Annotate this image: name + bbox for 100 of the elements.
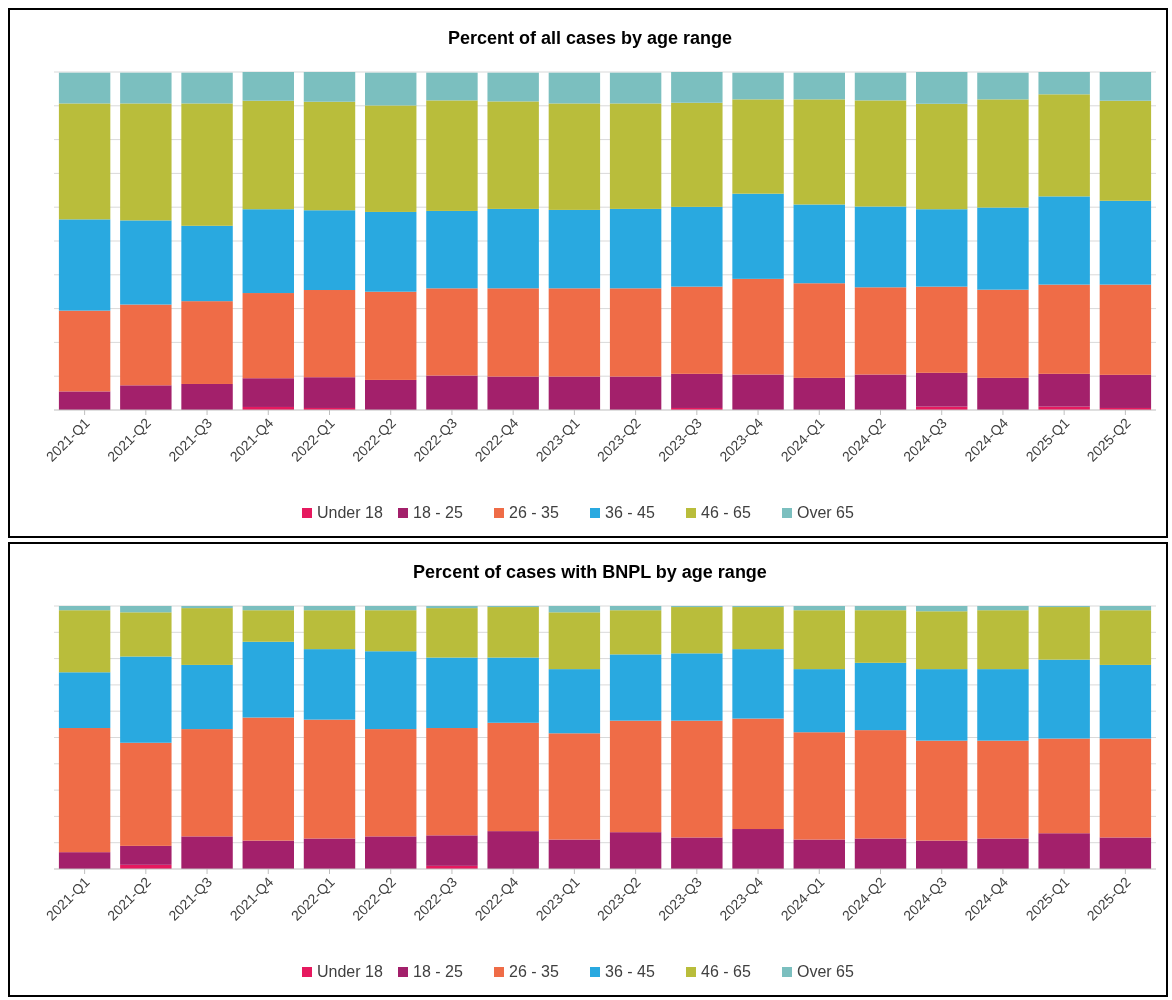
bar: [854, 838, 907, 869]
bar: [793, 377, 845, 410]
bar: [242, 717, 294, 841]
bar: [793, 99, 845, 205]
bar: [671, 102, 723, 207]
bar: [548, 376, 601, 410]
bar: [365, 606, 417, 611]
legend-label: Over 65: [797, 963, 855, 980]
bar: [916, 611, 968, 670]
bar: [242, 72, 294, 101]
bar: [365, 379, 417, 410]
bar: [303, 290, 356, 378]
bar: [548, 733, 601, 840]
bar: [548, 606, 601, 613]
bar: [609, 288, 662, 377]
bar: [793, 606, 845, 611]
bar: [58, 610, 111, 673]
chart-title: Percent of cases with BNPL by age range: [413, 562, 767, 582]
legend-label: 26 - 35: [509, 963, 559, 980]
bar: [365, 651, 417, 730]
bar: [303, 72, 356, 102]
bar: [242, 840, 294, 869]
bar: [609, 376, 662, 410]
bar: [916, 72, 968, 104]
bar: [58, 219, 111, 311]
bar: [242, 209, 294, 294]
bar: [365, 291, 417, 380]
bar: [303, 101, 356, 211]
bar: [303, 610, 356, 650]
bar: [609, 654, 662, 721]
bar: [487, 607, 539, 658]
bar: [732, 278, 784, 375]
bar: [1099, 610, 1152, 665]
bar: [426, 608, 478, 658]
bar: [977, 289, 1029, 378]
bar: [1099, 374, 1152, 408]
bar: [58, 852, 111, 869]
bar: [181, 606, 233, 609]
bar: [1038, 659, 1090, 739]
bar: [487, 376, 539, 410]
bar: [1099, 664, 1152, 739]
bar: [916, 372, 968, 407]
bar: [58, 72, 111, 104]
bar: [426, 728, 478, 836]
bar: [854, 72, 907, 101]
bar: [426, 288, 478, 376]
bar: [977, 610, 1029, 670]
bar: [548, 669, 601, 734]
bar: [1038, 196, 1090, 285]
bar: [1038, 738, 1090, 834]
bar: [671, 720, 723, 838]
bar: [793, 732, 845, 840]
bar: [242, 100, 294, 210]
bar: [609, 208, 662, 289]
bar: [732, 829, 784, 869]
bar: [977, 99, 1029, 208]
legend-label: 18 - 25: [413, 963, 463, 980]
bar: [181, 72, 233, 104]
legend-label: 36 - 45: [605, 504, 655, 521]
bar: [854, 206, 907, 288]
bar: [548, 612, 601, 670]
bar: [365, 610, 417, 652]
bar: [303, 210, 356, 291]
bar: [365, 211, 417, 292]
bar: [793, 283, 845, 378]
bar: [1038, 284, 1090, 374]
legend-label: Under 18: [317, 963, 383, 980]
bar: [548, 72, 601, 104]
bar: [487, 831, 539, 869]
chart-title: Percent of all cases by age range: [447, 28, 733, 48]
bar: [548, 103, 601, 210]
legend-label: 18 - 25: [413, 504, 463, 521]
bar: [242, 293, 294, 379]
bar: [671, 72, 723, 103]
bar: [916, 209, 968, 287]
bar: [793, 839, 845, 869]
bar: [609, 72, 662, 104]
bar: [671, 653, 723, 721]
bar: [58, 103, 111, 220]
bar: [1038, 607, 1090, 660]
legend-label: Over 65: [797, 504, 855, 521]
bar: [426, 606, 478, 609]
bar: [854, 374, 907, 410]
bar: [120, 103, 172, 221]
bar: [1038, 72, 1090, 95]
bar: [120, 606, 172, 613]
bar: [120, 656, 172, 743]
bar: [1038, 94, 1090, 197]
bar: [977, 669, 1029, 741]
bar: [609, 103, 662, 209]
bar: [120, 742, 172, 846]
bar: [916, 840, 968, 869]
bar: [242, 610, 294, 642]
bar: [487, 208, 539, 289]
bar: [1099, 284, 1152, 375]
bar: [303, 719, 356, 839]
bar: [854, 606, 907, 611]
bar: [58, 672, 111, 729]
bar: [671, 373, 723, 408]
bar: [426, 72, 478, 101]
